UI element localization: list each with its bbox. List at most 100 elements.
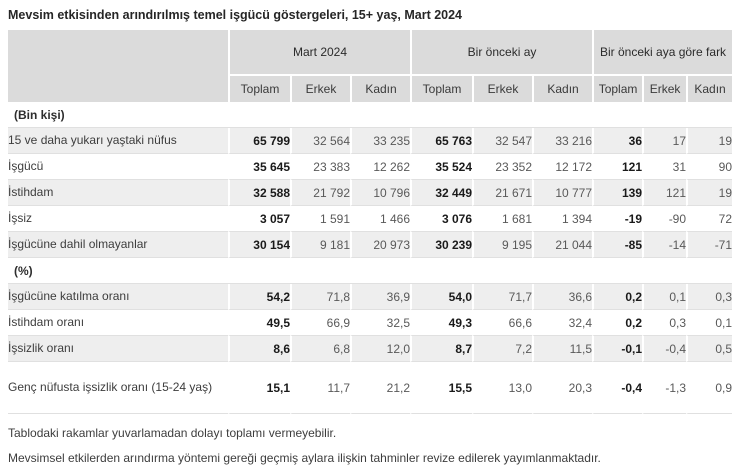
value-cell: 71,7	[472, 284, 533, 310]
column-subheader: Erkek	[290, 76, 350, 102]
value-cell: 32 564	[290, 128, 350, 154]
value-cell: 66,6	[472, 310, 533, 336]
value-cell: 19	[686, 128, 733, 154]
row-label: İşgücü	[8, 154, 228, 180]
value-cell: 1 591	[290, 206, 350, 232]
row-label: İstihdam	[8, 180, 228, 206]
value-cell: 49,5	[228, 310, 290, 336]
row-label: İşsiz	[8, 206, 228, 232]
value-cell: 121	[592, 154, 643, 180]
value-cell: 12 172	[532, 154, 593, 180]
value-cell: 32,4	[532, 310, 593, 336]
value-cell: -71	[686, 232, 733, 258]
column-subheader: Kadın	[350, 76, 411, 102]
value-cell: 72	[686, 206, 733, 232]
value-cell: 32,5	[350, 310, 411, 336]
value-cell: -85	[592, 232, 643, 258]
value-cell: 21 044	[532, 232, 593, 258]
value-cell: 31	[642, 154, 687, 180]
column-subheader: Toplam	[228, 76, 290, 102]
value-cell: 13,0	[472, 362, 533, 414]
value-cell: 90	[686, 154, 733, 180]
value-cell: 21 671	[472, 180, 533, 206]
row-label: İşgücüne dahil olmayanlar	[8, 232, 228, 258]
table-row: İşgücü 35 645 23 383 12 262 35 524 23 35…	[8, 154, 733, 180]
value-cell: 0,3	[686, 284, 733, 310]
section-header-label: (%)	[8, 258, 733, 284]
value-cell: 17	[642, 128, 687, 154]
value-cell: 12,0	[350, 336, 411, 362]
value-cell: 20 973	[350, 232, 411, 258]
value-cell: 35 524	[410, 154, 473, 180]
value-cell: 33 235	[350, 128, 411, 154]
value-cell: -1,3	[642, 362, 687, 414]
column-subheader: Toplam	[592, 76, 643, 102]
column-group-fark: Bir önceki aya göre fark	[592, 30, 733, 76]
value-cell: 32 547	[472, 128, 533, 154]
value-cell: 8,7	[410, 336, 473, 362]
value-cell: 23 383	[290, 154, 350, 180]
value-cell: 10 796	[350, 180, 411, 206]
value-cell: 3 076	[410, 206, 473, 232]
column-subheader: Erkek	[472, 76, 533, 102]
table-row: İşsizlik oranı 8,6 6,8 12,0 8,7 7,2 11,5…	[8, 336, 733, 362]
value-cell: 19	[686, 180, 733, 206]
table-row: İşsiz 3 057 1 591 1 466 3 076 1 681 1 39…	[8, 206, 733, 232]
value-cell: 54,2	[228, 284, 290, 310]
footnote: Tablodaki rakamlar yuvarlamadan dolayı t…	[8, 426, 337, 440]
value-cell: 30 154	[228, 232, 290, 258]
value-cell: 12 262	[350, 154, 411, 180]
value-cell: 1 466	[350, 206, 411, 232]
value-cell: 8,6	[228, 336, 290, 362]
value-cell: 6,8	[290, 336, 350, 362]
value-cell: 139	[592, 180, 643, 206]
column-subheader: Toplam	[410, 76, 473, 102]
value-cell: 20,3	[532, 362, 593, 414]
value-cell: 21,2	[350, 362, 411, 414]
row-label: İşgücüne katılma oranı	[8, 284, 228, 310]
value-cell: 9 195	[472, 232, 533, 258]
value-cell: 15,1	[228, 362, 290, 414]
column-group-onceki-ay: Bir önceki ay	[410, 30, 593, 76]
value-cell: -0,1	[592, 336, 643, 362]
row-label: Genç nüfusta işsizlik oranı (15-24 yaş)	[8, 362, 228, 414]
page-title: Mevsim etkisinden arındırılmış temel işg…	[8, 8, 463, 22]
header-group-row: Mart 2024 Bir önceki ay Bir önceki aya g…	[8, 30, 733, 102]
value-cell: 36,9	[350, 284, 411, 310]
corner-cell	[8, 30, 228, 102]
value-cell: 0,2	[592, 284, 643, 310]
value-cell: 1 681	[472, 206, 533, 232]
value-cell: 10 777	[532, 180, 593, 206]
column-subheader: Erkek	[642, 76, 687, 102]
value-cell: 11,5	[532, 336, 593, 362]
value-cell: 65 799	[228, 128, 290, 154]
indicators-table: Mart 2024 Bir önceki ay Bir önceki aya g…	[8, 30, 733, 414]
row-label: İstihdam oranı	[8, 310, 228, 336]
value-cell: 66,9	[290, 310, 350, 336]
value-cell: 9 181	[290, 232, 350, 258]
table-row: Genç nüfusta işsizlik oranı (15-24 yaş) …	[8, 362, 733, 414]
value-cell: 7,2	[472, 336, 533, 362]
section-header-bin-kisi: (Bin kişi)	[8, 102, 733, 128]
footnote: Mevsimsel etkilerden arındırma yöntemi g…	[8, 451, 601, 465]
value-cell: 65 763	[410, 128, 473, 154]
value-cell: 30 239	[410, 232, 473, 258]
table-row: İstihdam 32 588 21 792 10 796 32 449 21 …	[8, 180, 733, 206]
section-header-label: (Bin kişi)	[8, 102, 733, 128]
table-row: 15 ve daha yukarı yaştaki nüfus 65 799 3…	[8, 128, 733, 154]
value-cell: 0,3	[642, 310, 687, 336]
footnotes: Tablodaki rakamlar yuvarlamadan dolayı t…	[8, 425, 742, 466]
value-cell: 121	[642, 180, 687, 206]
value-cell: -90	[642, 206, 687, 232]
value-cell: 54,0	[410, 284, 473, 310]
column-subheader: Kadın	[686, 76, 733, 102]
value-cell: 0,5	[686, 336, 733, 362]
value-cell: 0,2	[592, 310, 643, 336]
value-cell: 0,1	[686, 310, 733, 336]
value-cell: 3 057	[228, 206, 290, 232]
table-row: İşgücüne dahil olmayanlar 30 154 9 181 2…	[8, 232, 733, 258]
value-cell: 0,1	[642, 284, 687, 310]
value-cell: 1 394	[532, 206, 593, 232]
value-cell: 11,7	[290, 362, 350, 414]
section-header-percent: (%)	[8, 258, 733, 284]
